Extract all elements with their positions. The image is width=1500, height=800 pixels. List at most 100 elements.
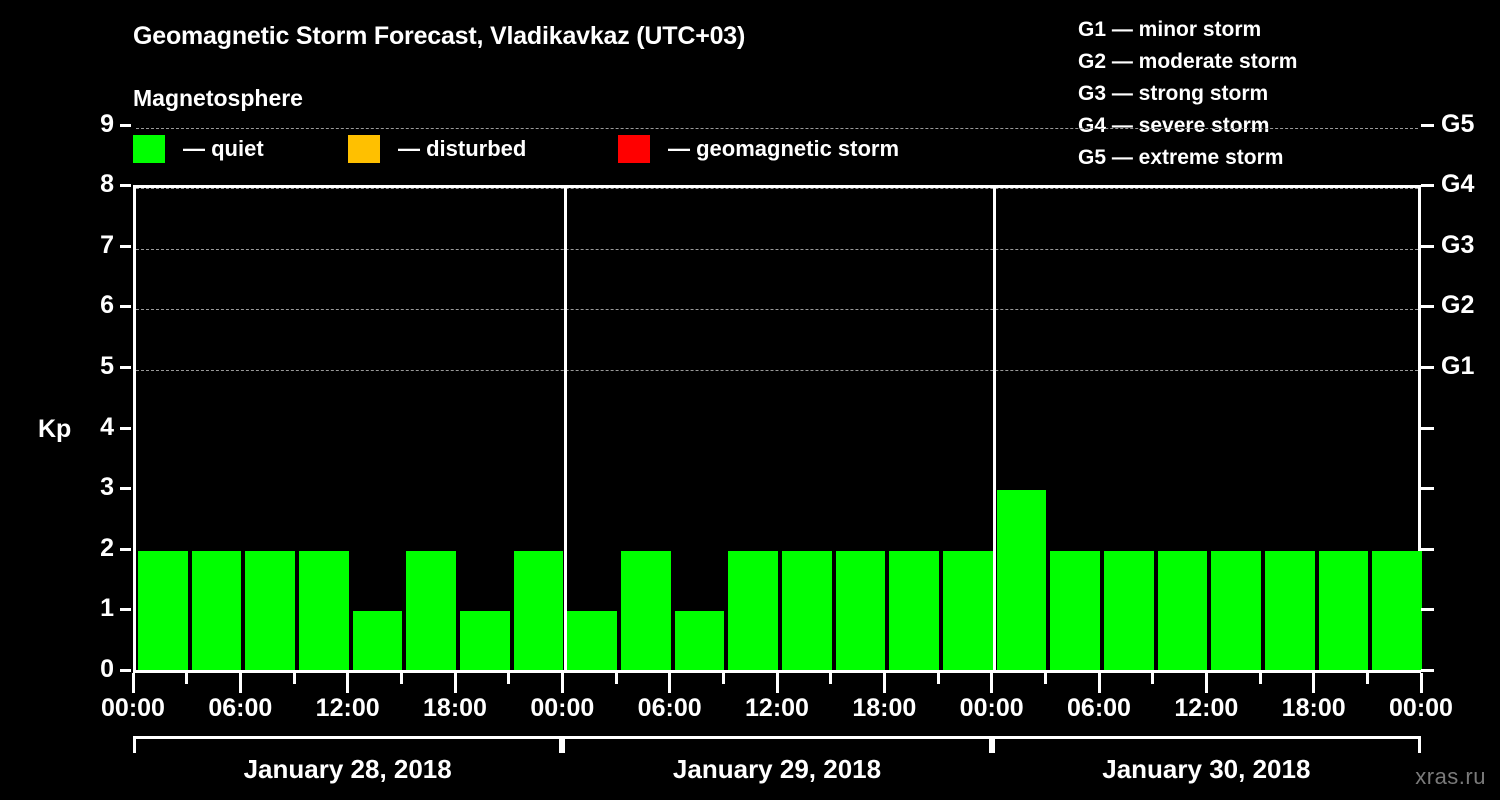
legend-item-geomagnetic-storm: — geomagnetic storm (618, 134, 899, 164)
x-tick-4 (346, 673, 350, 693)
g-scale-legend: G1 — minor storm G2 — moderate storm G3 — … (1078, 14, 1297, 174)
bar (245, 550, 295, 672)
chart-subtitle: Magnetosphere (133, 85, 303, 111)
bar (782, 550, 832, 672)
date-label: January 28, 2018 (243, 754, 452, 784)
gridline-kp-5 (136, 370, 1418, 371)
y-tick-mark-1 (120, 608, 131, 612)
y-tick-label-2: 2 (100, 533, 114, 562)
g-tick-label-G4: G4 (1441, 170, 1475, 199)
x-tick-20 (1204, 673, 1208, 693)
date-bracket-1 (133, 736, 563, 753)
g-scale-row-5: G5 — extreme storm (1078, 146, 1284, 169)
x-tick-19 (1151, 673, 1155, 684)
bar (889, 550, 939, 672)
gridline-kp-7 (136, 248, 1418, 250)
y-tick-mark-7 (120, 244, 131, 248)
y-tick-label-1: 1 (100, 594, 114, 623)
x-axis-label: 06:00 (1067, 694, 1131, 722)
g-tick-mark-kp-8 (1421, 184, 1434, 188)
y-tick-label-8: 8 (100, 170, 114, 199)
day-separator-2 (993, 188, 997, 672)
x-axis-label: 12:00 (1174, 694, 1239, 722)
y-tick-mark-4 (120, 426, 131, 430)
g-tick-label-G2: G2 (1441, 291, 1475, 320)
date-label: January 30, 2018 (1102, 754, 1311, 784)
g-scale-row-2: G2 — moderate storm (1078, 50, 1298, 73)
bar (1211, 550, 1261, 672)
bar (352, 611, 403, 672)
x-tick-14 (882, 673, 886, 693)
x-axis-label: 18:00 (1281, 694, 1346, 722)
date-bracket-3 (991, 736, 1421, 753)
g-tick-mark-kp-9 (1421, 123, 1434, 127)
g-tick-mark-kp-2 (1421, 547, 1434, 551)
bar (138, 550, 188, 672)
x-axis-label: 00:00 (101, 694, 165, 722)
plot-inner (136, 127, 1422, 672)
bar (406, 550, 456, 672)
bar (674, 611, 725, 672)
x-tick-5 (399, 673, 403, 684)
y-tick-mark-6 (120, 305, 131, 309)
x-axis-label: 00:00 (1389, 694, 1453, 722)
x-tick-18 (1097, 673, 1101, 693)
plot-area (133, 127, 1422, 672)
x-tick-22 (1312, 673, 1316, 693)
x-axis-label: 12:00 (745, 694, 809, 722)
x-tick-3 (292, 673, 296, 684)
g-tick-label-G1: G1 (1441, 352, 1475, 380)
x-tick-23 (1365, 673, 1369, 684)
x-tick-21 (1258, 673, 1262, 684)
bar (943, 550, 993, 672)
g-tick-label-G3: G3 (1441, 230, 1475, 259)
x-tick-8 (560, 673, 564, 693)
bar (1372, 550, 1422, 672)
bar (835, 550, 886, 672)
x-axis-label: 06:00 (637, 694, 702, 722)
x-tick-6 (453, 673, 457, 693)
g-tick-mark-kp-7 (1421, 244, 1434, 248)
y-tick-mark-8 (120, 184, 131, 188)
g-scale-row-4: G4 — severe storm (1078, 114, 1270, 137)
bar (1265, 550, 1315, 672)
g-tick-mark-kp-1 (1421, 608, 1434, 612)
g-tick-mark-kp-3 (1421, 487, 1434, 491)
y-tick-label-3: 3 (100, 473, 114, 502)
x-tick-0 (131, 673, 135, 693)
bar (1104, 550, 1154, 672)
watermark: xras.ru (1415, 764, 1486, 789)
legend-item-disturbed: — disturbed (348, 134, 526, 164)
y-tick-label-5: 5 (100, 352, 114, 380)
x-axis-label: 00:00 (530, 694, 595, 722)
x-tick-2 (238, 673, 242, 693)
gridline-kp-9 (136, 127, 1418, 129)
bar (460, 611, 510, 672)
g-tick-mark-kp-5 (1421, 366, 1434, 369)
y-axis-title: Kp (38, 415, 72, 443)
x-tick-9 (614, 673, 618, 684)
y-tick-label-0: 0 (100, 655, 114, 683)
bar (191, 550, 242, 672)
y-tick-label-9: 9 (100, 109, 114, 138)
y-tick-mark-9 (120, 123, 131, 127)
x-axis-label: 12:00 (315, 694, 380, 722)
bar (513, 550, 564, 672)
date-bracket-2 (562, 736, 992, 753)
y-tick-label-4: 4 (100, 412, 114, 441)
day-separator-1 (563, 188, 567, 672)
bar (1050, 550, 1100, 672)
legend-swatch-disturbed (348, 135, 380, 163)
y-tick-mark-3 (120, 487, 131, 491)
page-title: Geomagnetic Storm Forecast, Vladikavkaz … (133, 22, 746, 50)
legend-swatch-quiet (133, 135, 165, 163)
x-tick-7 (507, 673, 511, 684)
gridline-kp-8 (136, 188, 1418, 190)
x-tick-11 (721, 673, 725, 684)
bar (1157, 550, 1208, 672)
x-tick-13 (829, 673, 833, 684)
y-tick-mark-2 (120, 547, 131, 551)
x-tick-24 (1419, 673, 1423, 693)
bar (728, 550, 778, 672)
x-axis-line (133, 670, 1421, 673)
